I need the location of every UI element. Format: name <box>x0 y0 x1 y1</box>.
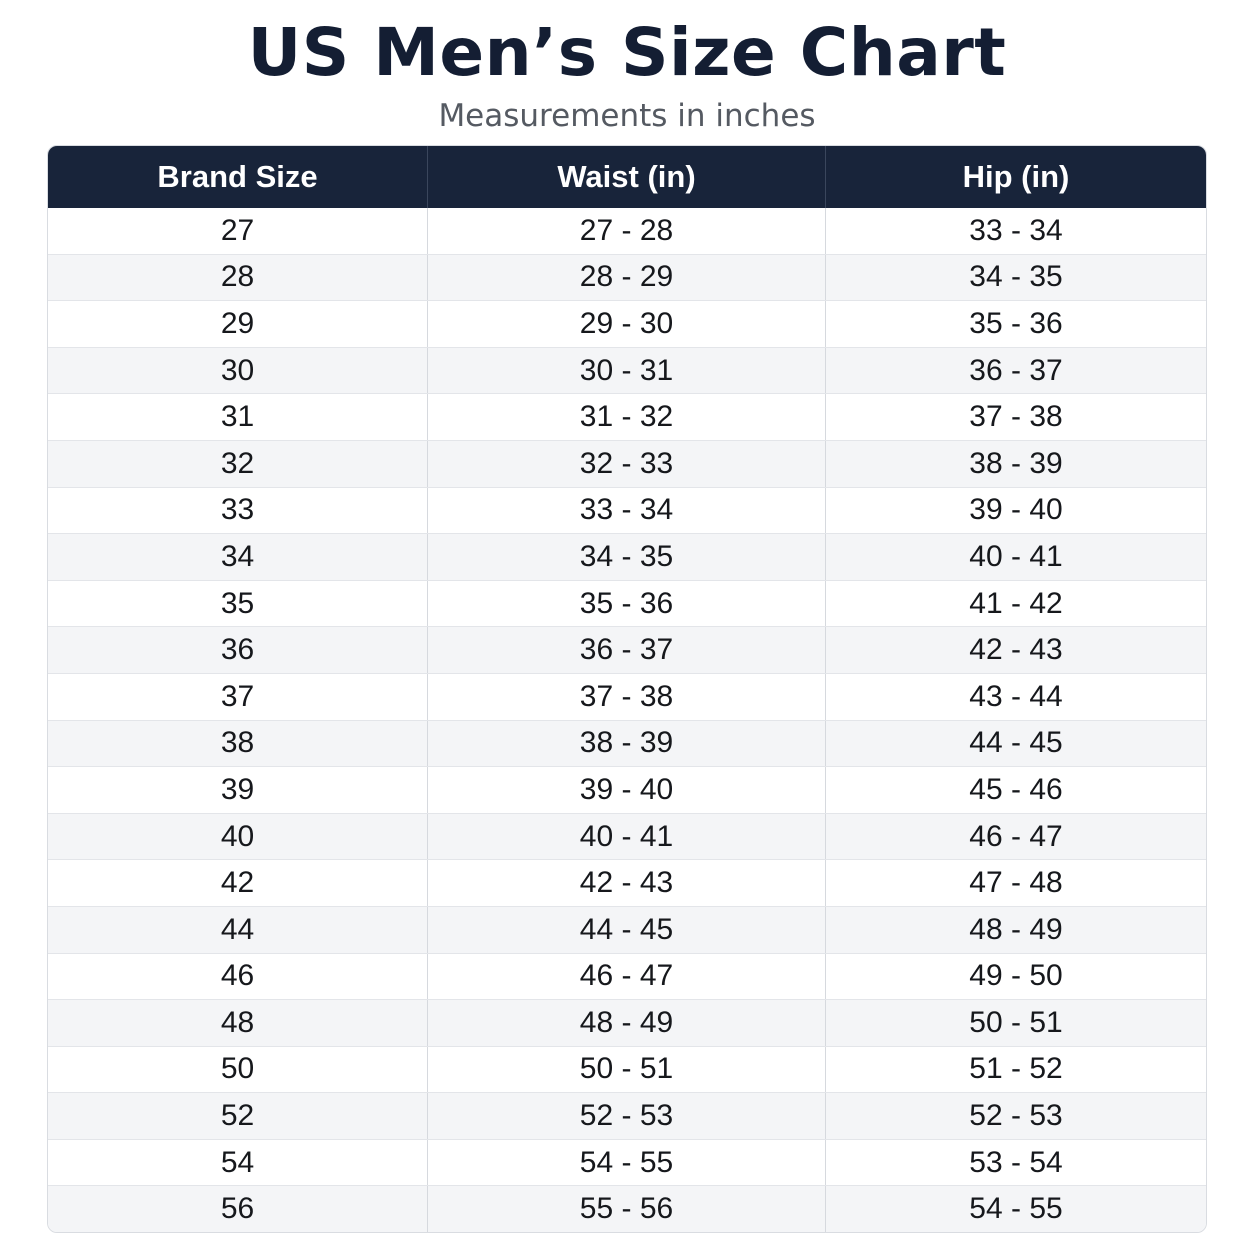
cell-hip: 52 - 53 <box>969 1099 1063 1133</box>
cell-waist: 44 - 45 <box>428 906 826 953</box>
table-row: 34 34 - 35 40 - 41 <box>48 533 1206 580</box>
cell-hip: 48 - 49 <box>969 912 1063 946</box>
cell-brand-size: 27 <box>48 208 428 254</box>
cell-hip: 33 - 34 <box>969 213 1063 247</box>
table-row: 27 27 - 28 33 - 34 <box>48 208 1206 254</box>
table-row: 36 36 - 37 42 - 43 <box>48 626 1206 673</box>
cell-hip: 46 - 47 <box>969 819 1063 853</box>
cell-brand-size: 30 <box>48 347 428 394</box>
cell-hip: 50 - 51 <box>969 1005 1063 1039</box>
table-row: 32 32 - 33 38 - 39 <box>48 439 1206 487</box>
cell-waist: 27 - 28 <box>428 208 826 254</box>
cell-waist: 31 - 32 <box>428 394 826 440</box>
table-body: 27 27 - 28 33 - 34 28 28 - 29 34 - 35 29 29 - 3… <box>48 208 1206 1232</box>
cell-hip: 49 - 50 <box>969 959 1063 993</box>
cell-brand-size: 31 <box>48 394 428 440</box>
cell-waist: 29 - 30 <box>428 301 826 347</box>
table-row: 54 54 - 55 53 - 54 <box>48 1138 1206 1186</box>
cell-brand-size: 48 <box>48 1000 428 1046</box>
cell-waist: 54 - 55 <box>428 1139 826 1186</box>
table-row: 39 39 - 40 45 - 46 <box>48 766 1206 813</box>
header-brand-size: Brand Size <box>48 146 428 208</box>
table-row: 42 42 - 43 47 - 48 <box>48 859 1206 906</box>
table-row: 31 31 - 32 37 - 38 <box>48 393 1206 440</box>
header-hip: Hip (in) <box>962 159 1070 194</box>
table-row: 37 37 - 38 43 - 44 <box>48 672 1206 720</box>
cell-brand-size: 34 <box>48 534 428 580</box>
cell-waist: 39 - 40 <box>428 767 826 813</box>
cell-brand-size: 32 <box>48 440 428 487</box>
cell-waist: 36 - 37 <box>428 627 826 673</box>
cell-hip: 42 - 43 <box>969 633 1063 667</box>
table-row: 33 33 - 34 39 - 40 <box>48 486 1206 534</box>
table-row: 44 44 - 45 48 - 49 <box>48 905 1206 953</box>
cell-brand-size: 54 <box>48 1139 428 1186</box>
table-row: 29 29 - 30 35 - 36 <box>48 300 1206 347</box>
cell-brand-size: 46 <box>48 953 428 1000</box>
cell-hip: 47 - 48 <box>969 866 1063 900</box>
cell-waist: 40 - 41 <box>428 813 826 860</box>
cell-hip: 54 - 55 <box>969 1192 1063 1226</box>
size-table: Brand Size Waist (in) Hip (in) 27 27 - 28… <box>47 145 1207 1233</box>
cell-waist: 30 - 31 <box>428 347 826 394</box>
cell-waist: 37 - 38 <box>428 673 826 720</box>
cell-waist: 42 - 43 <box>428 860 826 906</box>
table-row: 28 28 - 29 34 - 35 <box>48 253 1206 301</box>
cell-waist: 38 - 39 <box>428 720 826 767</box>
cell-hip: 51 - 52 <box>969 1052 1063 1086</box>
cell-brand-size: 50 <box>48 1046 428 1093</box>
cell-brand-size: 33 <box>48 487 428 534</box>
cell-waist: 46 - 47 <box>428 953 826 1000</box>
cell-hip: 44 - 45 <box>969 726 1063 760</box>
cell-brand-size: 35 <box>48 580 428 627</box>
cell-hip: 43 - 44 <box>969 679 1063 713</box>
cell-hip: 37 - 38 <box>969 400 1063 434</box>
cell-waist: 34 - 35 <box>428 534 826 580</box>
cell-hip: 34 - 35 <box>969 260 1063 294</box>
table-row: 46 46 - 47 49 - 50 <box>48 952 1206 1000</box>
cell-waist: 33 - 34 <box>428 487 826 534</box>
cell-brand-size: 38 <box>48 720 428 767</box>
cell-brand-size: 52 <box>48 1093 428 1139</box>
table-row: 35 35 - 36 41 - 42 <box>48 579 1206 627</box>
cell-waist: 52 - 53 <box>428 1093 826 1139</box>
cell-hip: 45 - 46 <box>969 772 1063 806</box>
cell-hip: 53 - 54 <box>969 1145 1063 1179</box>
cell-brand-size: 37 <box>48 673 428 720</box>
table-row: 40 40 - 41 46 - 47 <box>48 812 1206 860</box>
table-header: Brand Size Waist (in) Hip (in) <box>48 146 1206 208</box>
header-waist: Waist (in) <box>428 146 826 208</box>
cell-waist: 28 - 29 <box>428 254 826 301</box>
page-subtitle: Measurements in inches <box>438 98 816 134</box>
cell-hip: 39 - 40 <box>969 493 1063 527</box>
table-row: 38 38 - 39 44 - 45 <box>48 719 1206 767</box>
table-row: 48 48 - 49 50 - 51 <box>48 999 1206 1046</box>
cell-brand-size: 29 <box>48 301 428 347</box>
cell-waist: 55 - 56 <box>428 1186 826 1232</box>
cell-brand-size: 56 <box>48 1186 428 1232</box>
cell-waist: 35 - 36 <box>428 580 826 627</box>
cell-hip: 41 - 42 <box>969 586 1063 620</box>
page-title: US Men’s Size Chart <box>247 14 1007 91</box>
cell-waist: 32 - 33 <box>428 440 826 487</box>
cell-brand-size: 40 <box>48 813 428 860</box>
cell-brand-size: 36 <box>48 627 428 673</box>
cell-waist: 48 - 49 <box>428 1000 826 1046</box>
cell-brand-size: 42 <box>48 860 428 906</box>
cell-hip: 35 - 36 <box>969 306 1063 340</box>
cell-hip: 36 - 37 <box>969 353 1063 387</box>
cell-brand-size: 39 <box>48 767 428 813</box>
table-row: 50 50 - 51 51 - 52 <box>48 1045 1206 1093</box>
cell-brand-size: 28 <box>48 254 428 301</box>
cell-hip: 40 - 41 <box>969 539 1063 573</box>
table-row: 30 30 - 31 36 - 37 <box>48 346 1206 394</box>
cell-waist: 50 - 51 <box>428 1046 826 1093</box>
table-row: 56 55 - 56 54 - 55 <box>48 1185 1206 1232</box>
table-row: 52 52 - 53 52 - 53 <box>48 1092 1206 1139</box>
cell-brand-size: 44 <box>48 906 428 953</box>
cell-hip: 38 - 39 <box>969 446 1063 480</box>
